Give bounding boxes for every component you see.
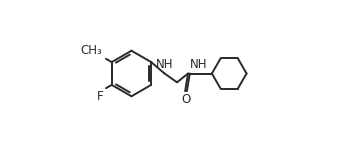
Text: F: F	[96, 90, 103, 103]
Text: NH: NH	[156, 58, 173, 71]
Text: NH: NH	[190, 58, 208, 71]
Text: O: O	[181, 93, 191, 106]
Text: CH₃: CH₃	[81, 44, 102, 57]
